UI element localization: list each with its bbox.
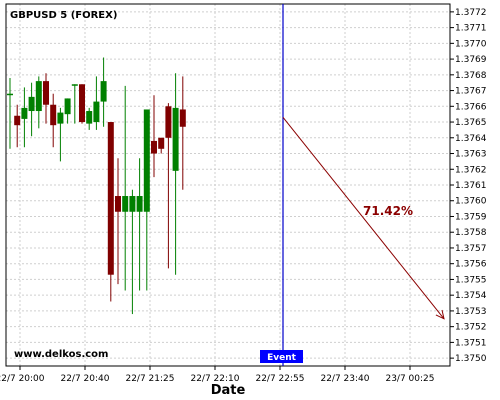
candle-body	[79, 84, 85, 123]
candle-body	[151, 140, 157, 154]
candle-body	[71, 84, 78, 86]
candle	[143, 109, 150, 291]
candle	[35, 76, 42, 129]
candle	[64, 98, 71, 124]
candle-body	[115, 196, 121, 212]
x-axis-ticks: 22/7 20:00 22/7 20:40 22/7 21:25 22/7 22:10…	[0, 366, 435, 384]
watermark: www.delkos.com	[14, 349, 108, 360]
event-badge	[260, 350, 303, 363]
candle-body	[129, 196, 136, 212]
candle-body	[107, 122, 114, 275]
y-tick-label: 1.3761	[455, 181, 487, 191]
x-tick-label: 22/7 20:00	[0, 374, 45, 384]
candle-body	[100, 81, 107, 102]
y-tick-label: 1.3751	[455, 338, 487, 348]
candle	[57, 107, 64, 162]
event-label: Event	[267, 353, 297, 363]
candle	[14, 104, 21, 148]
candle-body	[172, 107, 179, 171]
candle	[136, 158, 143, 291]
y-tick-label: 1.3766	[455, 102, 487, 112]
candle	[122, 85, 129, 291]
candles	[7, 57, 186, 315]
candle	[165, 103, 172, 269]
y-tick-label: 1.3754	[455, 291, 487, 301]
candle-body	[43, 81, 49, 105]
y-tick-label: 1.3764	[455, 134, 487, 144]
chart-title: GBPUSD 5 (FOREX)	[10, 10, 117, 21]
x-tick-label: 22/7 21:25	[125, 374, 174, 384]
candle-body	[86, 111, 93, 124]
projection-arrowhead	[435, 309, 445, 320]
candle	[129, 189, 136, 315]
y-tick-label: 1.3750	[455, 354, 487, 364]
candle	[86, 107, 93, 130]
candle-body	[179, 109, 186, 127]
candle-body	[143, 109, 150, 212]
candle-body	[14, 115, 21, 126]
y-tick-label: 1.3770	[455, 39, 487, 49]
y-tick-label: 1.3767	[455, 87, 487, 97]
candle	[158, 137, 165, 154]
y-tick-label: 1.3753	[455, 307, 487, 317]
y-tick-label: 1.3760	[455, 197, 487, 207]
x-tick-label: 22/7 23:40	[320, 374, 369, 384]
candle	[79, 84, 85, 124]
candle	[179, 76, 186, 190]
x-axis-label: Date	[211, 383, 246, 398]
y-tick-label: 1.3765	[455, 118, 487, 128]
candle-body	[122, 196, 129, 212]
x-tick-label: 22/7 20:40	[60, 374, 109, 384]
y-tick-label: 1.3756	[455, 260, 487, 270]
candle-body	[64, 98, 71, 115]
candle	[151, 95, 157, 178]
candle	[43, 73, 49, 124]
candle	[21, 87, 28, 148]
candle-body	[21, 107, 28, 119]
candle-body	[158, 137, 165, 149]
y-tick-label: 1.3763	[455, 150, 487, 160]
candle	[115, 158, 121, 285]
candle-body	[57, 112, 64, 124]
candle	[28, 82, 35, 137]
x-tick-label: 22/7 22:10	[190, 374, 239, 384]
x-tick-label: 23/7 00:25	[385, 374, 434, 384]
candle-body	[7, 93, 13, 96]
y-tick-label: 1.3771	[455, 24, 487, 34]
candle-body	[35, 81, 42, 112]
candle-body	[165, 106, 172, 138]
projection-arrow	[282, 117, 445, 320]
y-tick-label: 1.3759	[455, 212, 487, 222]
candle	[100, 57, 107, 127]
candle-body	[136, 196, 143, 212]
y-axis-ticks: 1.3750 1.3751 1.3752 1.3753 1.3754 1.3755 1.37…	[450, 8, 487, 364]
y-tick-label: 1.3772	[455, 8, 487, 18]
candle	[50, 93, 57, 148]
y-tick-label: 1.3762	[455, 165, 487, 175]
projection-percentage: 71.42%	[363, 204, 413, 218]
y-tick-label: 1.3768	[455, 71, 487, 81]
candle	[107, 122, 114, 302]
candle	[7, 77, 13, 149]
candle	[172, 73, 179, 275]
y-tick-label: 1.3755	[455, 275, 487, 285]
grid	[6, 4, 450, 366]
candle	[93, 76, 100, 130]
candle-body	[93, 101, 100, 123]
x-tick-label: 22/7 22:55	[255, 374, 304, 384]
y-tick-label: 1.3769	[455, 55, 487, 65]
candle	[71, 84, 78, 124]
candle-body	[50, 104, 57, 126]
candle-body	[28, 96, 35, 112]
y-tick-label: 1.3752	[455, 323, 487, 333]
y-tick-label: 1.3757	[455, 244, 487, 254]
y-tick-label: 1.3758	[455, 228, 487, 238]
